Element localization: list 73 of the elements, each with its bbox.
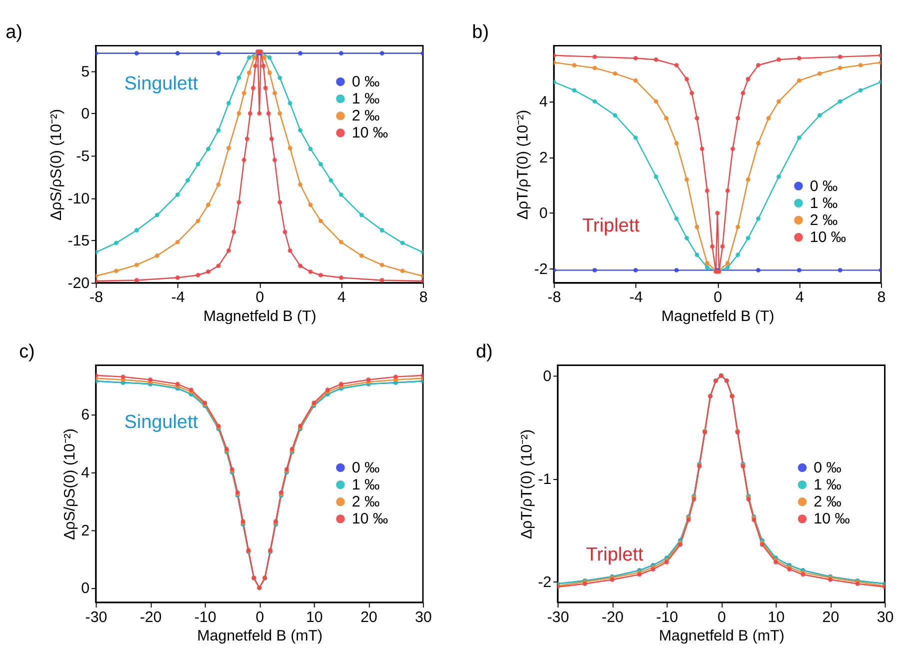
x-tick-label: -20 — [602, 608, 624, 626]
x-axis-title: Magnetfeld B (T) — [203, 308, 316, 326]
legend-label: 1 ‰ — [810, 194, 838, 212]
x-tick-label: 30 — [414, 608, 432, 626]
x-axis-title: Magnetfeld B (T) — [661, 308, 774, 326]
y-tick-label: -1 — [538, 470, 552, 488]
x-tick-label: -10 — [194, 608, 216, 626]
chart-title: a) — [6, 22, 22, 44]
x-tick-label: 0 — [256, 289, 264, 306]
annotation: Triplett — [582, 216, 640, 237]
y-axis-title: ΔρT/ρT(0) (10⁻²) — [518, 429, 536, 540]
y-tick-label: 2 — [81, 522, 90, 540]
y-axis-title: ΔρS/ρS(0) (10⁻²) — [48, 108, 66, 220]
legend-label: 1 ‰ — [352, 476, 380, 494]
x-tick-label: -30 — [85, 608, 108, 626]
annotation: Singulett — [124, 412, 199, 433]
x-tick-label: 0 — [256, 608, 264, 626]
x-tick-label: -4 — [171, 289, 185, 306]
y-tick-label: -15 — [68, 232, 90, 250]
legend-label: 2 ‰ — [814, 494, 842, 511]
x-tick-label: -8 — [548, 289, 562, 306]
annotation: Triplett — [586, 544, 644, 566]
x-tick-label: 0 — [717, 608, 726, 626]
y-tick-label: -2 — [538, 574, 552, 591]
x-tick-label: -30 — [547, 608, 570, 626]
annotation: Singulett — [124, 73, 199, 94]
x-axis-title: Magnetfeld B (mT) — [197, 628, 323, 645]
x-tick-label: 10 — [306, 608, 323, 626]
legend-label: 2 ‰ — [352, 108, 380, 125]
y-axis-title: ΔρS/ρS(0) (10⁻²) — [62, 428, 79, 540]
x-tick-label: -20 — [140, 608, 162, 626]
y-tick-label: 2 — [539, 149, 548, 166]
legend-label: 10 ‰ — [352, 510, 388, 528]
legend-label: 0 ‰ — [810, 178, 838, 195]
y-axis-title: ΔρT/ρT(0) (10⁻²) — [514, 110, 532, 220]
legend-label: 1 ‰ — [814, 476, 842, 494]
y-tick-label: 5 — [81, 63, 90, 80]
y-tick-label: -20 — [68, 274, 90, 292]
legend-label: 1 ‰ — [352, 90, 380, 108]
y-tick-label: 0 — [543, 368, 552, 385]
x-tick-label: 4 — [795, 289, 804, 306]
legend-label: 0 ‰ — [352, 459, 380, 476]
chart-title: b) — [472, 22, 489, 44]
chart-title: c) — [19, 342, 35, 363]
x-tick-label: 8 — [877, 289, 886, 306]
x-tick-label: 10 — [768, 608, 785, 626]
x-tick-label: 0 — [714, 289, 722, 306]
y-tick-label: -5 — [76, 148, 90, 165]
x-tick-label: -10 — [656, 608, 678, 626]
y-tick-label: 4 — [539, 94, 548, 111]
y-tick-label: 0 — [539, 205, 548, 222]
legend-label: 2 ‰ — [352, 494, 380, 511]
x-tick-label: 8 — [419, 289, 428, 306]
x-tick-label: -8 — [90, 289, 103, 306]
y-tick-label: 6 — [81, 406, 90, 424]
chart-title: d) — [476, 342, 493, 363]
legend-label: 10 ‰ — [810, 228, 846, 246]
x-tick-label: 4 — [337, 289, 346, 306]
x-tick-label: -4 — [629, 289, 643, 306]
legend-label: 10 ‰ — [814, 510, 850, 528]
x-tick-label: 30 — [876, 608, 894, 626]
y-tick-label: -2 — [534, 261, 548, 278]
x-tick-label: 20 — [822, 608, 840, 626]
legend-label: 2 ‰ — [810, 212, 838, 229]
y-tick-label: 4 — [81, 464, 90, 482]
legend-label: 0 ‰ — [352, 73, 380, 90]
legend-label: 10 ‰ — [352, 124, 388, 142]
y-tick-label: 0 — [81, 106, 90, 123]
legend-label: 0 ‰ — [814, 459, 842, 476]
x-tick-label: 20 — [360, 608, 378, 626]
x-axis-title: Magnetfeld B (mT) — [658, 628, 784, 645]
y-tick-label: 0 — [81, 580, 90, 598]
y-tick-label: -10 — [68, 190, 90, 208]
